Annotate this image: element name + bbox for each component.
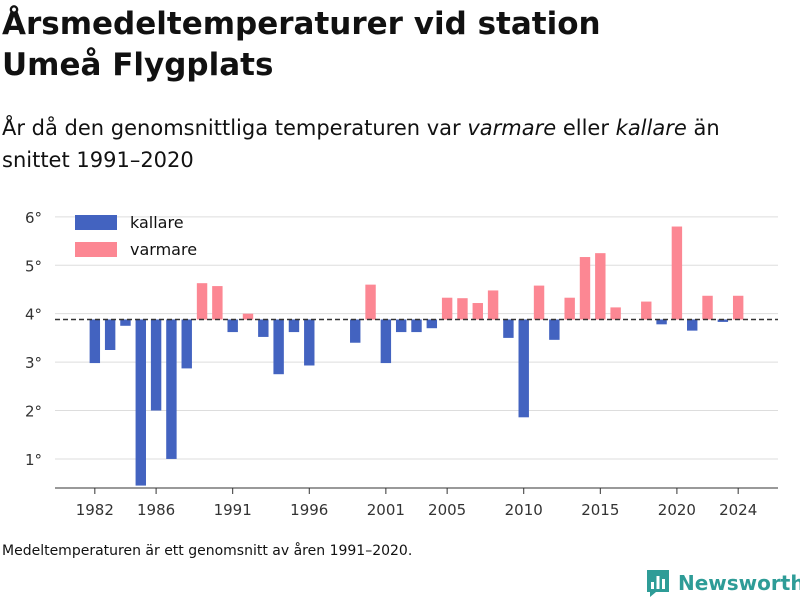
bar-2004 [426, 319, 438, 329]
bar-1982 [89, 319, 101, 364]
bar-1983 [104, 319, 116, 350]
y-tick-label: 4° [25, 306, 42, 324]
subtitle-warm: varmare [467, 116, 557, 140]
brand-name: Newsworthy [678, 571, 800, 595]
bar-chart-logo-icon [647, 570, 669, 597]
subtitle-start: År då den genomsnittliga temperaturen va… [2, 116, 468, 140]
y-tick-label: 1° [25, 451, 42, 469]
newsworthy-logo: Newsworthy [645, 568, 800, 598]
title-line-1: Årsmedeltemperaturer vid station [2, 6, 601, 42]
bar-2022 [702, 295, 713, 320]
bar-2005 [441, 297, 453, 320]
bar-1988 [181, 319, 192, 369]
bar-2011 [533, 285, 545, 320]
bar-1987 [166, 319, 177, 459]
legend-swatch-kallare [75, 215, 117, 230]
y-tick-label: 6° [25, 209, 42, 227]
subtitle-mid: eller [556, 116, 616, 140]
bar-2016 [610, 307, 621, 320]
bar-2001 [380, 319, 392, 364]
bar-2007 [472, 303, 483, 320]
legend: kallare varmare [75, 213, 197, 259]
x-tick-label: 2024 [719, 501, 757, 519]
chart-subtitle: År då den genomsnittliga temperaturen va… [2, 112, 782, 176]
bar-2018 [641, 301, 652, 320]
x-tick-label: 1996 [290, 501, 328, 519]
bar-1992 [242, 313, 254, 320]
temperature-bar-chart: 1° 2° 3° 4° 5° 6° 1982 1986 1991 1996 2001 2005 201… [25, 209, 778, 519]
chart-title: Årsmedeltemperaturer vid station Umeå Fl… [2, 4, 782, 86]
bar-1986 [150, 319, 162, 411]
bar-1995 [288, 319, 300, 333]
bars [89, 226, 744, 486]
bar-2002 [395, 319, 407, 333]
bar-2021 [687, 319, 698, 331]
bar-2020 [671, 226, 683, 320]
x-tick-label: 1982 [76, 501, 114, 519]
legend-label-varmare: varmare [130, 240, 197, 259]
bar-2003 [411, 319, 422, 333]
bar-2019 [656, 319, 667, 325]
bar-2015 [595, 253, 606, 320]
bar-2014 [579, 257, 591, 320]
subtitle-cold: kallare [615, 116, 687, 140]
bar-1999 [350, 319, 361, 343]
bar-2024 [732, 295, 744, 320]
x-tick-label: 1991 [214, 501, 252, 519]
x-tick-label: 2005 [428, 501, 466, 519]
subtitle-end: än snittet 1991–2020 [2, 116, 720, 172]
bar-2013 [564, 297, 575, 320]
bar-1993 [258, 319, 269, 337]
y-tick-label: 3° [25, 354, 42, 372]
x-tick-label: 1986 [137, 501, 175, 519]
bar-1991 [227, 319, 238, 333]
x-tick-label: 2001 [367, 501, 405, 519]
bar-2012 [549, 319, 560, 340]
x-tick-label: 2015 [581, 501, 619, 519]
y-tick-label: 5° [25, 257, 42, 275]
x-axis-ticks: 1982 1986 1991 1996 2001 2005 2010 2015 2020 2024 [76, 488, 757, 519]
y-tick-label: 2° [25, 403, 42, 421]
footnote: Medeltemperaturen är ett genomsnitt av å… [2, 543, 413, 559]
x-tick-label: 2020 [658, 501, 696, 519]
bar-2009 [503, 319, 514, 338]
bar-2010 [518, 319, 529, 418]
legend-swatch-varmare [75, 242, 117, 257]
x-tick-label: 2010 [505, 501, 543, 519]
bar-1996 [304, 319, 315, 366]
y-axis-ticks: 1° 2° 3° 4° 5° 6° [25, 209, 42, 469]
bar-2023 [717, 319, 729, 322]
bar-1990 [212, 286, 223, 320]
bar-2008 [487, 290, 499, 320]
title-line-2: Umeå Flygplats [2, 47, 274, 83]
bar-1994 [273, 319, 284, 375]
bar-2006 [457, 298, 468, 320]
legend-label-kallare: kallare [130, 213, 184, 232]
bar-1989 [196, 283, 208, 320]
bar-2000 [365, 284, 376, 320]
bar-1984 [120, 319, 131, 326]
bar-1985 [135, 319, 146, 486]
